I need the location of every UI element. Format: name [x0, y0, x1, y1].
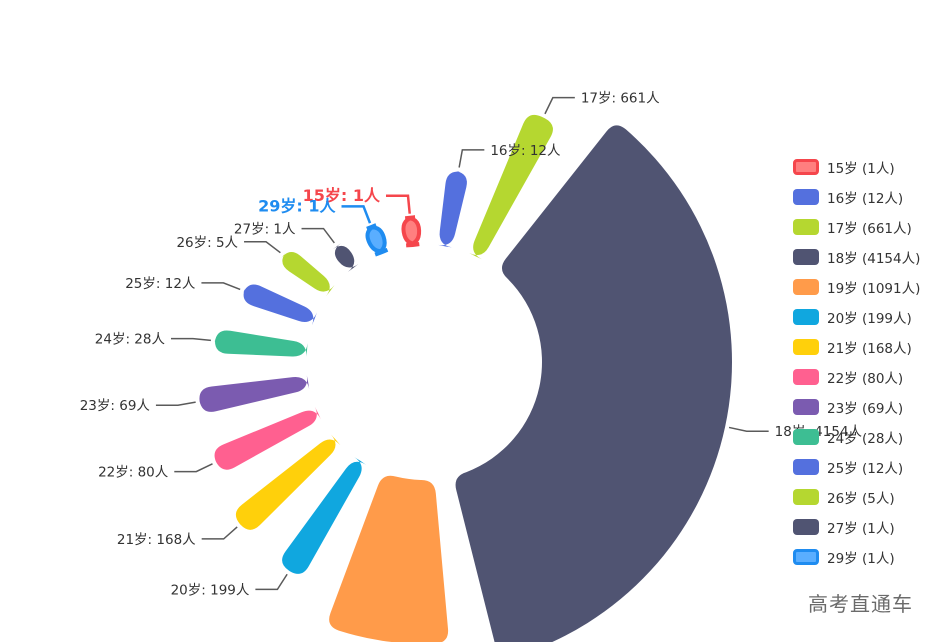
legend-label: 27岁 (1人): [827, 521, 895, 537]
data-label-14: 29岁: 1人: [258, 196, 336, 215]
legend-item-11[interactable]: 25岁 (12人): [793, 452, 920, 482]
legend-label: 19岁 (1091人): [827, 281, 921, 297]
slice-12[interactable]: [281, 252, 335, 297]
slice-1[interactable]: [401, 215, 422, 248]
leader-line-2: [458, 149, 485, 168]
legend-label: 25岁 (12人): [827, 461, 904, 477]
legend-item-4[interactable]: 18岁 (4154人): [793, 242, 920, 272]
slice-5[interactable]: [329, 475, 449, 642]
legend-item-13[interactable]: 27岁 (1人): [793, 512, 920, 542]
legend-label: 29岁 (1人): [827, 551, 895, 567]
legend-swatch: [793, 489, 819, 505]
slice-9[interactable]: [199, 375, 310, 412]
leader-line-12: [244, 241, 281, 254]
legend-swatch: [793, 549, 819, 565]
slice-4[interactable]: [455, 125, 732, 642]
data-label-10: 24岁: 28人: [95, 332, 166, 348]
legend-item-7[interactable]: 21岁 (168人): [793, 332, 920, 362]
slice-3[interactable]: [469, 114, 553, 260]
legend-item-5[interactable]: 19岁 (1091人): [793, 272, 920, 302]
legend-swatch: [793, 159, 819, 175]
slice-10[interactable]: [214, 330, 308, 358]
data-label-11: 25岁: 12人: [125, 276, 196, 292]
legend-swatch: [793, 459, 819, 475]
data-label-6: 20岁: 199人: [171, 582, 250, 598]
legend-label: 21岁 (168人): [827, 341, 912, 357]
legend-label: 20岁 (199人): [827, 311, 912, 327]
legend-item-3[interactable]: 17岁 (661人): [793, 212, 920, 242]
data-label-9: 23岁: 69人: [80, 398, 151, 414]
leader-line-9: [155, 401, 196, 406]
data-label-2: 16岁: 12人: [490, 143, 561, 159]
legend-swatch: [793, 519, 819, 535]
legend-label: 18岁 (4154人): [827, 251, 921, 267]
data-label-12: 26岁: 5人: [176, 235, 238, 251]
legend-label: 17岁 (661人): [827, 221, 912, 237]
slice-6[interactable]: [282, 457, 367, 574]
legend-swatch: [793, 399, 819, 415]
data-label-13: 27岁: 1人: [234, 222, 296, 238]
leader-line-8: [174, 463, 213, 473]
legend-swatch: [793, 369, 819, 385]
legend-label: 15岁 (1人): [827, 161, 895, 177]
legend-swatch: [793, 279, 819, 295]
chart-legend: 15岁 (1人) 16岁 (12人) 17岁 (661人) 18岁 (4154人) 19…: [793, 152, 920, 572]
legend-label: 26岁 (5人): [827, 491, 895, 507]
legend-item-10[interactable]: 24岁 (28人): [793, 422, 920, 452]
slice-2[interactable]: [438, 171, 467, 248]
slice-14[interactable]: [365, 223, 389, 257]
legend-label: 16岁 (12人): [827, 191, 904, 207]
slice-13[interactable]: [332, 243, 359, 272]
legend-swatch: [793, 429, 819, 445]
data-label-3: 17岁: 661人: [581, 91, 660, 107]
legend-item-14[interactable]: 29岁 (1人): [793, 542, 920, 572]
leader-line-14: [341, 205, 372, 224]
leader-line-13: [301, 227, 335, 244]
slice-8[interactable]: [214, 406, 321, 470]
leader-line-11: [201, 282, 241, 291]
legend-swatch: [793, 219, 819, 235]
data-label-1: 15岁: 1人: [303, 186, 381, 205]
legend-swatch: [793, 249, 819, 265]
legend-item-9[interactable]: 23岁 (69人): [793, 392, 920, 422]
slice-7[interactable]: [235, 434, 341, 530]
data-label-7: 21岁: 168人: [117, 532, 196, 548]
legend-item-8[interactable]: 22岁 (80人): [793, 362, 920, 392]
legend-item-1[interactable]: 15岁 (1人): [793, 152, 920, 182]
legend-label: 23岁 (69人): [827, 401, 904, 417]
watermark: 高考直通车: [808, 592, 913, 616]
leader-line-3: [544, 96, 575, 115]
leader-line-6: [255, 573, 288, 591]
legend-item-12[interactable]: 26岁 (5人): [793, 482, 920, 512]
leader-line-1: [385, 194, 411, 214]
data-label-8: 22岁: 80人: [98, 465, 169, 481]
legend-swatch: [793, 189, 819, 205]
leader-line-7: [201, 526, 238, 540]
legend-swatch: [793, 339, 819, 355]
legend-swatch: [793, 309, 819, 325]
slice-11[interactable]: [242, 284, 318, 326]
legend-label: 22岁 (80人): [827, 371, 904, 387]
legend-label: 24岁 (28人): [827, 431, 904, 447]
legend-item-6[interactable]: 20岁 (199人): [793, 302, 920, 332]
leader-line-4: [728, 426, 769, 432]
leader-line-10: [170, 337, 211, 342]
legend-item-2[interactable]: 16岁 (12人): [793, 182, 920, 212]
